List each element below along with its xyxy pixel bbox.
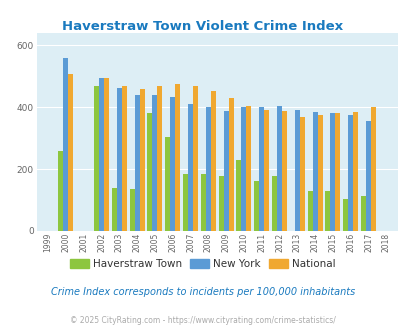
Bar [147,114,152,231]
Bar [210,91,215,231]
Bar [188,104,192,231]
Bar [258,107,264,231]
Text: Crime Index corresponds to incidents per 100,000 inhabitants: Crime Index corresponds to incidents per… [51,287,354,297]
Bar [134,95,139,231]
Bar [246,106,251,231]
Text: Haverstraw Town Violent Crime Index: Haverstraw Town Violent Crime Index [62,20,343,33]
Bar [68,75,73,231]
Bar [175,84,180,231]
Bar [58,151,63,231]
Bar [294,110,299,231]
Bar [360,196,365,231]
Bar [152,95,157,231]
Bar [276,106,281,231]
Bar [271,176,276,231]
Bar [299,117,304,231]
Bar [264,110,269,231]
Bar [117,88,121,231]
Text: © 2025 CityRating.com - https://www.cityrating.com/crime-statistics/: © 2025 CityRating.com - https://www.city… [70,315,335,325]
Bar [183,174,188,231]
Bar [223,111,228,231]
Bar [94,86,99,231]
Bar [157,86,162,231]
Bar [122,86,126,231]
Bar [192,86,198,231]
Bar [352,112,357,231]
Bar [347,115,352,231]
Bar [281,111,286,231]
Bar [325,191,330,231]
Bar [218,176,223,231]
Bar [139,89,144,231]
Bar [228,98,233,231]
Bar [307,191,312,231]
Bar [236,160,241,231]
Bar [254,181,258,231]
Bar [205,107,210,231]
Bar [335,113,339,231]
Bar [111,188,117,231]
Legend: Haverstraw Town, New York, National: Haverstraw Town, New York, National [66,254,339,273]
Bar [312,112,317,231]
Bar [170,97,175,231]
Bar [370,107,375,231]
Bar [129,189,134,231]
Bar [241,107,246,231]
Bar [365,121,370,231]
Bar [104,78,109,231]
Bar [317,115,322,231]
Bar [99,78,104,231]
Bar [63,58,68,231]
Bar [342,199,347,231]
Bar [200,174,205,231]
Bar [330,114,335,231]
Bar [165,137,170,231]
